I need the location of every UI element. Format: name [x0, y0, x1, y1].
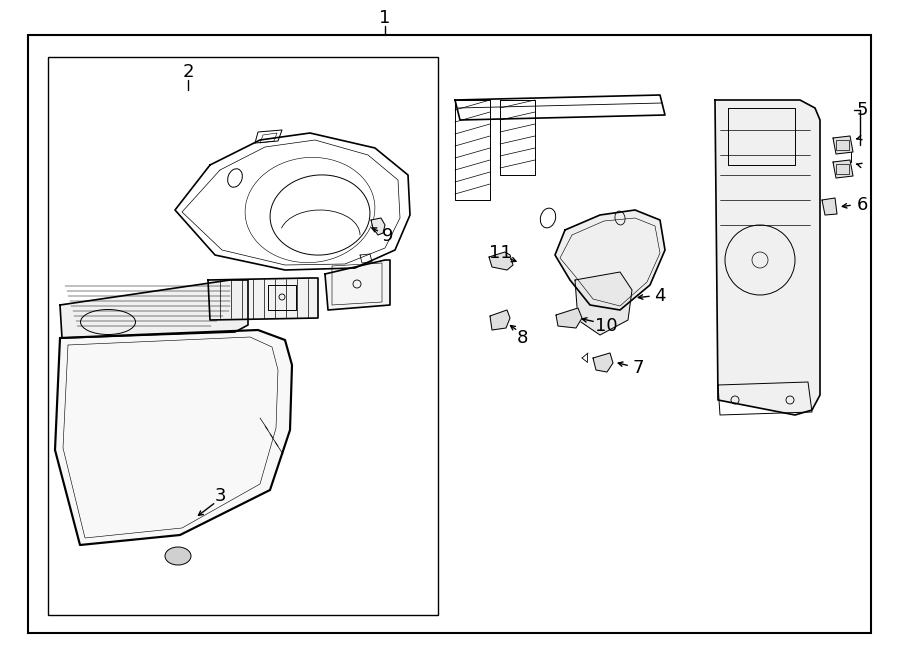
Bar [836, 164, 849, 174]
Polygon shape [593, 353, 613, 372]
Polygon shape [555, 210, 665, 310]
Polygon shape [556, 308, 582, 328]
Polygon shape [208, 278, 318, 320]
Polygon shape [371, 218, 385, 235]
Text: 10: 10 [595, 317, 617, 335]
Polygon shape [489, 252, 513, 270]
Text: 5: 5 [856, 101, 868, 119]
Polygon shape [575, 272, 632, 335]
Polygon shape [55, 330, 292, 545]
Text: 8: 8 [517, 329, 527, 347]
Polygon shape [60, 280, 248, 338]
Text: 6: 6 [856, 196, 868, 214]
Polygon shape [490, 310, 510, 330]
Ellipse shape [165, 547, 191, 565]
Text: 11: 11 [489, 244, 511, 262]
Text: 7: 7 [632, 359, 644, 377]
Text: 1: 1 [379, 9, 391, 27]
Bar [836, 140, 849, 150]
Polygon shape [822, 198, 837, 215]
Polygon shape [715, 100, 820, 415]
Text: 9: 9 [382, 227, 394, 245]
Text: 4: 4 [654, 287, 666, 305]
Text: 3: 3 [214, 487, 226, 505]
Bar [48, 57, 438, 615]
Text: 2: 2 [182, 63, 194, 81]
Polygon shape [833, 136, 853, 154]
Polygon shape [325, 260, 390, 310]
Polygon shape [833, 160, 853, 178]
